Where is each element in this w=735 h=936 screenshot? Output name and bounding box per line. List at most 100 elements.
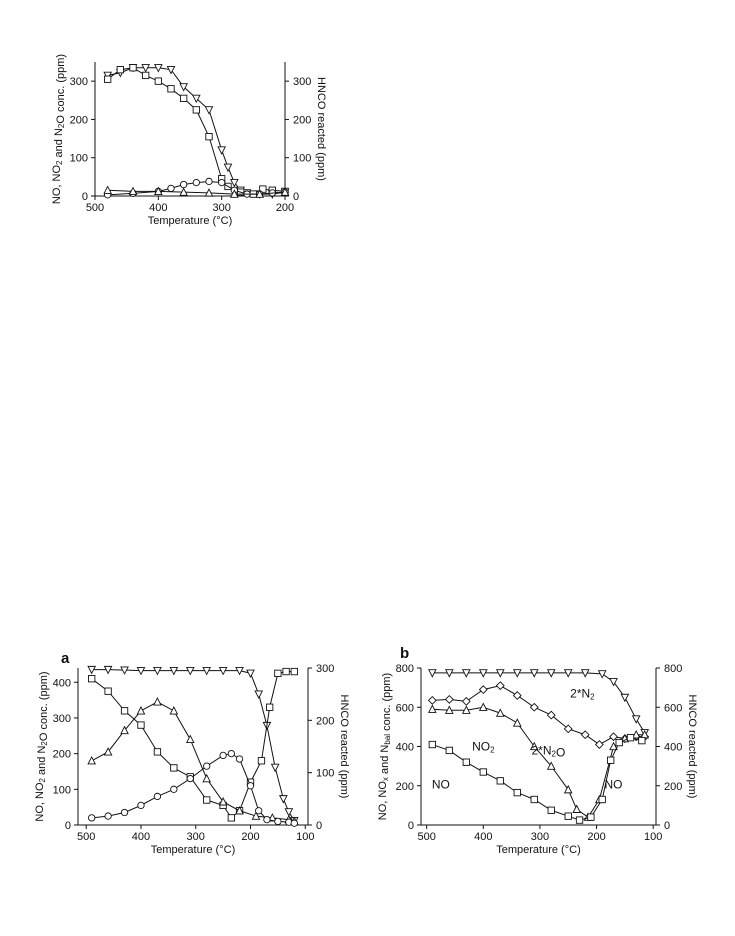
- y-axis-label: NO, NO2 and N2O conc. (ppm): [51, 54, 67, 204]
- data-point-square: [104, 687, 112, 695]
- data-point-diamond: [444, 694, 454, 704]
- data-point-triangle: [153, 697, 162, 706]
- y2-tick-label: 200: [664, 781, 682, 793]
- data-point-triangle: [202, 773, 212, 783]
- data-point-tri-down: [461, 669, 471, 678]
- y-tick-label: 400: [396, 742, 414, 754]
- data-point-circle: [153, 792, 162, 801]
- x-axis-label: Temperature (°C): [496, 844, 580, 856]
- series-tri-down: [427, 669, 650, 738]
- series-annotation: NO: [605, 778, 623, 792]
- y-tick-label: 600: [396, 702, 414, 714]
- data-point-triangle: [512, 718, 522, 727]
- data-point-triangle: [631, 729, 641, 739]
- data-point-square: [428, 740, 436, 749]
- data-point-diamond: [594, 740, 604, 749]
- series-triangle: [87, 697, 299, 826]
- chart-a: 500 400 300 200 10001002003004000100200300Te…: [34, 650, 350, 856]
- data-point-circle: [290, 819, 298, 827]
- y2-tick-label: 0: [293, 191, 299, 203]
- data-point-square: [564, 812, 572, 820]
- data-point-tri-down: [120, 666, 129, 675]
- y2-tick-label: 600: [664, 702, 682, 714]
- data-point-triangle: [204, 188, 214, 197]
- data-point-diamond: [512, 691, 522, 700]
- data-point-triangle: [461, 705, 471, 714]
- series-annotation: NO2: [472, 739, 495, 754]
- y-tick-label: 200: [53, 749, 71, 761]
- x-tick-label: 500: [86, 202, 104, 214]
- data-point-square: [274, 669, 282, 678]
- y2-tick-label: 300: [293, 76, 311, 88]
- data-point-tri-down: [235, 666, 244, 676]
- series-line: [107, 67, 286, 195]
- data-point-circle: [218, 178, 226, 187]
- data-point-square: [479, 768, 487, 776]
- x-tick-label: 100: [296, 831, 314, 843]
- data-point-triangle: [478, 702, 488, 711]
- series-triangle: [427, 702, 650, 821]
- data-point-tri-down: [580, 669, 590, 678]
- data-point-tri-down: [202, 666, 212, 676]
- data-point-square: [598, 795, 606, 804]
- series-triangle: [103, 185, 290, 198]
- x-tick-label: 300: [531, 831, 549, 843]
- data-point-circle: [219, 751, 227, 760]
- data-point-triangle: [255, 189, 265, 198]
- data-point-diamond: [461, 696, 471, 706]
- y2-tick-label: 200: [316, 715, 334, 727]
- y2-tick-label: 0: [664, 820, 670, 832]
- series-tri-down: [87, 665, 299, 826]
- data-point-diamond: [529, 702, 539, 712]
- y-tick-label: 300: [53, 713, 71, 725]
- data-point-square: [170, 764, 178, 772]
- data-point-tri-down: [279, 795, 288, 804]
- data-point-tri-down: [512, 669, 522, 678]
- data-point-square: [154, 77, 162, 85]
- data-point-square: [167, 85, 175, 93]
- data-point-diamond: [609, 732, 618, 742]
- data-point-circle: [167, 184, 175, 192]
- data-point-square: [137, 721, 145, 729]
- data-point-square: [203, 796, 211, 804]
- data-point-circle: [203, 762, 211, 770]
- y2-axis-label: HNCO reacted (ppm): [686, 695, 698, 799]
- data-point-tri-down: [217, 146, 227, 155]
- data-point-triangle: [529, 741, 539, 751]
- data-point-tri-down: [141, 64, 151, 73]
- x-tick-label: 500: [77, 831, 95, 843]
- data-point-square: [153, 748, 162, 756]
- data-point-square: [547, 806, 555, 814]
- y-axis-label: NO, NO2 and N2O conc. (ppm): [34, 671, 50, 821]
- data-point-triangle: [218, 797, 228, 806]
- data-point-circle: [170, 785, 178, 793]
- x-tick-label: 200: [241, 831, 259, 843]
- data-point-square: [607, 756, 615, 764]
- data-point-tri-down: [103, 665, 113, 675]
- data-point-tri-down: [185, 666, 195, 676]
- data-point-tri-down: [246, 669, 255, 679]
- y2-tick-label: 300: [316, 663, 334, 675]
- y-tick-label: 200: [70, 114, 88, 126]
- data-point-tri-down: [495, 669, 505, 678]
- x-tick-label: 400: [149, 202, 167, 214]
- data-point-square: [142, 71, 150, 80]
- y-tick-label: 0: [408, 820, 414, 832]
- data-point-tri-down: [153, 666, 162, 676]
- y-tick-label: 800: [396, 663, 414, 675]
- data-point-circle: [205, 177, 213, 186]
- data-point-square: [88, 675, 96, 683]
- data-point-triangle: [609, 741, 618, 751]
- data-point-square: [496, 777, 504, 785]
- data-point-triangle: [572, 804, 582, 813]
- y2-tick-label: 200: [293, 114, 311, 126]
- panel-label: a: [61, 650, 70, 667]
- data-point-circle: [255, 807, 263, 815]
- data-point-square: [104, 75, 112, 83]
- x-tick-label: 500: [417, 831, 435, 843]
- y2-axis-label: HNCO reacted (ppm): [338, 695, 350, 799]
- series-line: [432, 737, 642, 821]
- data-point-square: [626, 734, 635, 742]
- data-point-square: [257, 757, 266, 765]
- data-point-tri-down: [609, 678, 618, 687]
